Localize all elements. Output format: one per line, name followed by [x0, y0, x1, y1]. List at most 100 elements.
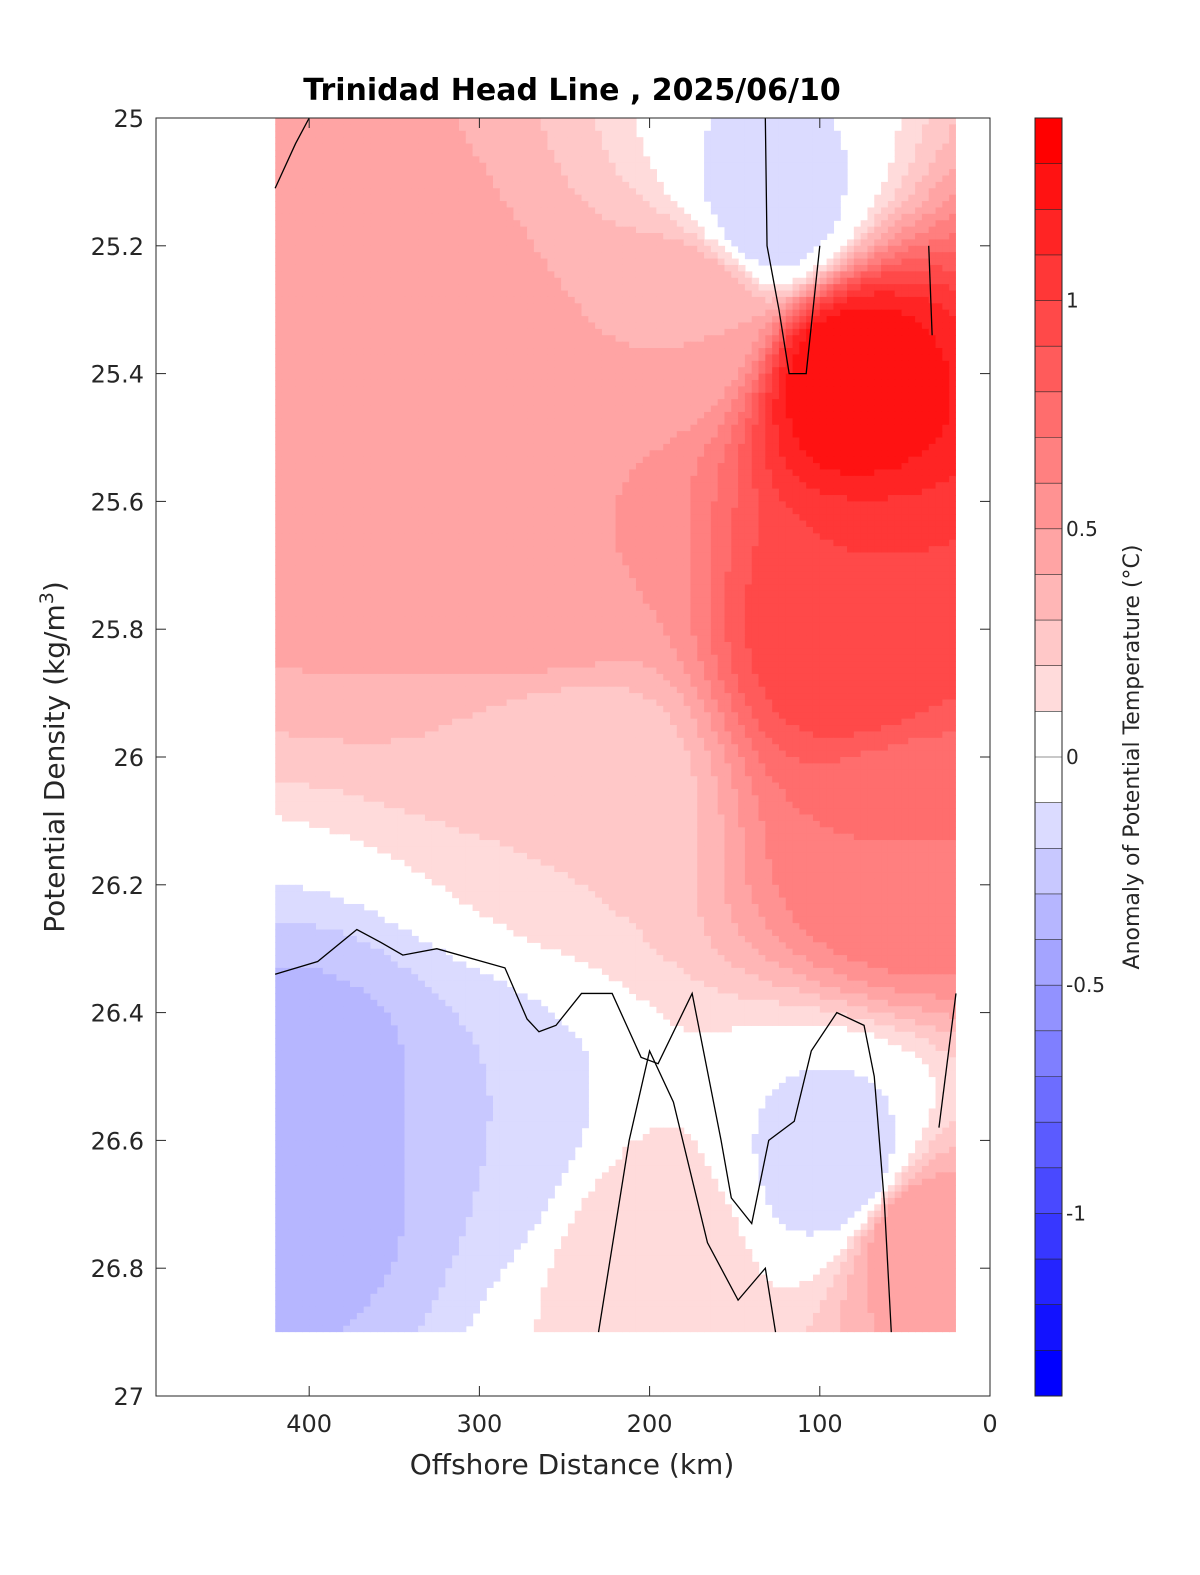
field-cell [792, 290, 800, 298]
field-cell [424, 124, 433, 132]
field-cell [942, 271, 950, 279]
field-cell [724, 226, 732, 234]
field-cell [486, 303, 494, 311]
field-cell [881, 309, 889, 317]
field-cell [935, 194, 943, 202]
field-cell [567, 264, 576, 272]
field-cell [670, 303, 678, 311]
field-cell [724, 335, 732, 343]
field-cell [608, 373, 617, 381]
field-cell [499, 309, 508, 317]
field-cell [744, 322, 753, 330]
field-cell [309, 149, 317, 157]
field-cell [547, 303, 555, 311]
field-cell [581, 296, 589, 304]
field-cell [547, 194, 555, 202]
field-cell [622, 201, 630, 209]
field-cell [377, 386, 385, 394]
field-cell [404, 226, 412, 234]
field-cell [486, 424, 494, 432]
field-cell [520, 277, 528, 285]
field-cell [683, 392, 692, 400]
field-cell [350, 379, 358, 387]
field-cell [792, 245, 800, 253]
field-cell [370, 405, 378, 413]
field-cell [663, 252, 671, 260]
field-cell [404, 252, 412, 260]
field-cell [683, 399, 692, 407]
field-cell [772, 431, 780, 439]
field-cell [574, 258, 583, 266]
field-cell [581, 373, 589, 381]
field-cell [758, 233, 766, 241]
field-cell [785, 367, 794, 375]
field-cell [622, 175, 630, 183]
field-cell [717, 252, 726, 260]
field-cell [738, 367, 746, 375]
field-cell [942, 316, 950, 324]
field-cell [397, 392, 406, 400]
field-cell [785, 354, 794, 362]
field-cell [792, 424, 800, 432]
field-cell [595, 233, 603, 241]
field-cell [874, 328, 882, 336]
field-cell [315, 284, 324, 292]
field-cell [275, 450, 283, 458]
field-cell [765, 239, 773, 247]
field-cell [499, 405, 508, 413]
field-cell [315, 252, 324, 260]
field-cell [744, 290, 753, 298]
field-cell [908, 130, 916, 138]
field-cell [942, 309, 950, 317]
field-cell [431, 271, 440, 279]
field-cell [302, 149, 310, 157]
field-cell [772, 130, 780, 138]
field-cell [288, 239, 297, 247]
field-cell [472, 124, 480, 132]
field-cell [622, 194, 630, 202]
field-cell [431, 328, 440, 336]
field-cell [901, 373, 909, 381]
field-cell [281, 411, 290, 419]
field-cell [676, 328, 685, 336]
field-cell [717, 194, 726, 202]
field-cell [479, 284, 487, 292]
field-cell [642, 156, 651, 164]
field-cell [710, 175, 719, 183]
field-cell [656, 367, 664, 375]
field-cell [363, 443, 372, 451]
field-cell [629, 335, 637, 343]
field-cell [390, 213, 399, 221]
field-cell [411, 137, 419, 145]
field-cell [445, 341, 453, 349]
field-cell [744, 296, 753, 304]
field-cell [595, 348, 603, 356]
field-cell [288, 118, 297, 125]
field-cell [622, 431, 630, 439]
field-cell [561, 169, 569, 177]
field-cell [574, 149, 583, 157]
field-cell [935, 290, 943, 298]
field-cell [547, 437, 555, 445]
field-cell [751, 373, 760, 381]
field-cell [547, 201, 555, 209]
field-cell [622, 220, 630, 228]
field-cell [424, 271, 433, 279]
field-cell [540, 386, 549, 394]
field-cell [744, 194, 753, 202]
field-cell [935, 226, 943, 234]
field-cell [390, 264, 399, 272]
field-cell [574, 162, 583, 170]
field-cell [404, 188, 412, 196]
field-cell [479, 367, 487, 375]
field-cell [826, 130, 835, 138]
field-cell [493, 264, 501, 272]
field-cell [343, 277, 351, 285]
field-cell [738, 130, 746, 138]
field-cell [894, 360, 903, 368]
field-cell [377, 450, 385, 458]
field-cell [881, 271, 889, 279]
field-cell [622, 443, 630, 451]
field-cell [731, 181, 739, 189]
field-cell [649, 252, 657, 260]
